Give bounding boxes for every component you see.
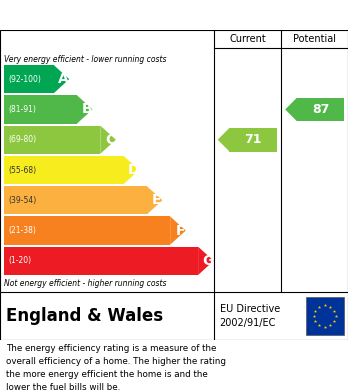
Text: (21-38): (21-38) (8, 226, 36, 235)
Polygon shape (147, 186, 163, 214)
Text: Not energy efficient - higher running costs: Not energy efficient - higher running co… (4, 280, 166, 289)
Text: A: A (58, 72, 69, 86)
Text: England & Wales: England & Wales (6, 307, 163, 325)
Text: (1-20): (1-20) (8, 256, 31, 265)
Polygon shape (100, 126, 116, 154)
Text: C: C (105, 133, 116, 147)
Polygon shape (285, 98, 297, 121)
Bar (4, 247, 198, 275)
Text: (69-80): (69-80) (8, 135, 36, 144)
Text: The energy efficiency rating is a measure of the
overall efficiency of a home. T: The energy efficiency rating is a measur… (6, 344, 226, 391)
Text: Energy Efficiency Rating: Energy Efficiency Rating (10, 7, 220, 23)
Text: D: D (128, 163, 140, 177)
Polygon shape (124, 156, 139, 184)
Bar (297, 98, 344, 121)
Text: (92-100): (92-100) (8, 75, 41, 84)
Text: Potential: Potential (293, 34, 336, 44)
Text: E: E (152, 193, 162, 207)
Polygon shape (170, 217, 186, 245)
Text: EU Directive
2002/91/EC: EU Directive 2002/91/EC (220, 304, 280, 328)
Text: B: B (82, 102, 93, 117)
Text: (39-54): (39-54) (8, 196, 36, 205)
Bar (4, 156, 124, 184)
Bar (229, 128, 277, 152)
Text: (55-68): (55-68) (8, 165, 36, 174)
Text: 87: 87 (312, 103, 329, 116)
Polygon shape (54, 65, 69, 93)
Text: Current: Current (229, 34, 266, 44)
Bar (4, 126, 100, 154)
Text: 71: 71 (245, 133, 262, 146)
Bar (4, 186, 147, 214)
Polygon shape (77, 95, 93, 124)
Text: G: G (203, 254, 214, 268)
Polygon shape (198, 247, 214, 275)
Bar (4, 65, 54, 93)
Bar (4, 217, 170, 245)
Polygon shape (218, 128, 229, 152)
Text: F: F (175, 224, 185, 238)
Text: (81-91): (81-91) (8, 105, 36, 114)
Bar (306, 297, 344, 335)
Text: Very energy efficient - lower running costs: Very energy efficient - lower running co… (4, 56, 166, 65)
Bar (4, 95, 77, 124)
